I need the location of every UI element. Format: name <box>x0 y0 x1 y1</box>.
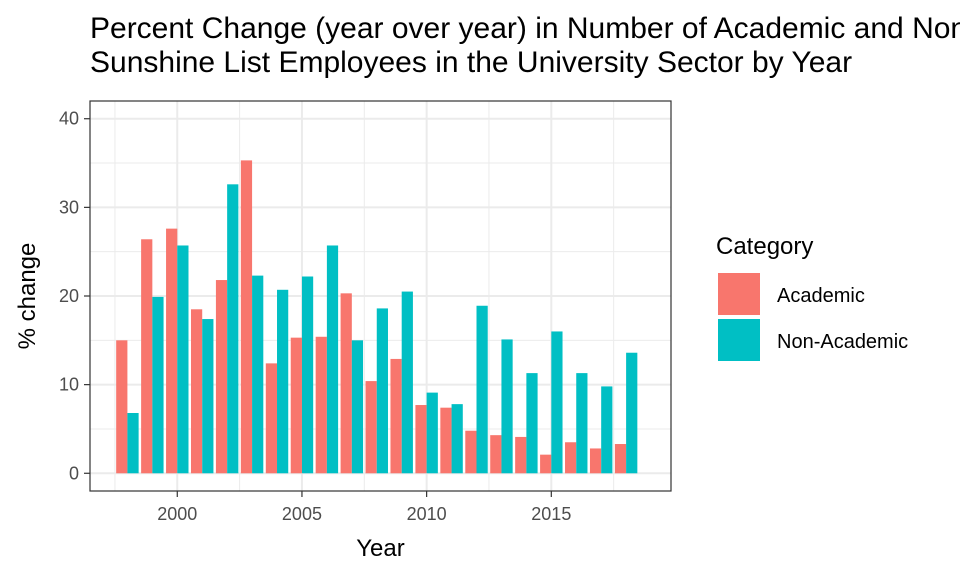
bar-non-academic-2009 <box>401 291 413 474</box>
bar-non-academic-2015 <box>551 331 563 474</box>
bar-academic-2004 <box>265 363 278 474</box>
bar-academic-2011 <box>440 407 452 474</box>
bar-non-academic-2002 <box>227 184 239 474</box>
chart-title-line: Percent Change (year over year) in Numbe… <box>90 12 960 45</box>
chart-title-line: Sunshine List Employees in the Universit… <box>90 46 852 79</box>
bar-non-academic-2013 <box>501 339 513 474</box>
bar-non-academic-2014 <box>526 373 538 474</box>
bar-non-academic-2018 <box>626 352 638 474</box>
bar-non-academic-2000 <box>177 245 189 474</box>
y-axis-title: % change <box>14 243 41 350</box>
bar-academic-2017 <box>589 448 602 474</box>
legend: Category Academic Non-Academic <box>716 233 908 361</box>
y-tick-label: 0 <box>69 463 79 483</box>
bar-non-academic-2007 <box>351 340 364 474</box>
x-tick-label: 2010 <box>407 504 447 524</box>
bar-non-academic-2001 <box>202 319 214 474</box>
bar-non-academic-2003 <box>252 275 264 474</box>
x-axis-title: Year <box>356 535 405 562</box>
legend-label: Non-Academic <box>777 331 908 353</box>
bars <box>116 160 638 474</box>
bar-non-academic-2010 <box>426 392 438 474</box>
bar-non-academic-1998 <box>127 413 139 474</box>
legend-key-academic <box>718 273 760 315</box>
bar-non-academic-2016 <box>576 373 588 474</box>
y-tick-label: 30 <box>59 197 79 217</box>
bar-academic-2010 <box>415 405 427 474</box>
bar-academic-2014 <box>515 436 527 474</box>
bar-non-academic-1999 <box>152 296 164 474</box>
bar-academic-2001 <box>190 309 203 474</box>
bar-academic-2005 <box>290 337 302 474</box>
bar-academic-1998 <box>116 340 128 474</box>
bar-academic-1999 <box>141 239 153 474</box>
bar-non-academic-2004 <box>277 289 289 474</box>
bar-non-academic-2006 <box>326 245 339 474</box>
bar-academic-2002 <box>215 280 228 474</box>
x-tick-label: 2000 <box>157 504 197 524</box>
bar-academic-2007 <box>340 293 352 474</box>
bar-academic-2006 <box>315 336 327 474</box>
bar-non-academic-2011 <box>451 404 463 474</box>
bar-academic-2008 <box>365 381 377 474</box>
bar-non-academic-2017 <box>601 386 613 474</box>
bar-academic-2012 <box>465 430 477 474</box>
bar-academic-2013 <box>490 435 502 474</box>
bar-non-academic-2012 <box>476 305 488 474</box>
legend-key-non-academic <box>718 319 760 361</box>
bar-non-academic-2008 <box>376 308 388 474</box>
bar-academic-2009 <box>390 358 402 474</box>
chart-title: Percent Change (year over year) in Numbe… <box>90 12 960 79</box>
y-tick-label: 10 <box>59 375 79 395</box>
bar-academic-2003 <box>240 160 253 474</box>
x-tick-label: 2005 <box>282 504 322 524</box>
bar-academic-2018 <box>614 444 627 474</box>
bar-academic-2016 <box>565 442 577 474</box>
bar-academic-2000 <box>166 228 178 474</box>
legend-label: Academic <box>777 285 865 307</box>
bar-academic-2015 <box>540 454 552 474</box>
bar-non-academic-2005 <box>301 276 314 474</box>
legend-title: Category <box>716 233 813 260</box>
y-tick-label: 20 <box>59 286 79 306</box>
y-axis: 0 10 20 30 40 <box>59 109 90 483</box>
x-axis: 2000 2005 2010 2015 <box>157 491 571 524</box>
x-tick-label: 2015 <box>531 504 571 524</box>
y-tick-label: 40 <box>59 109 79 129</box>
